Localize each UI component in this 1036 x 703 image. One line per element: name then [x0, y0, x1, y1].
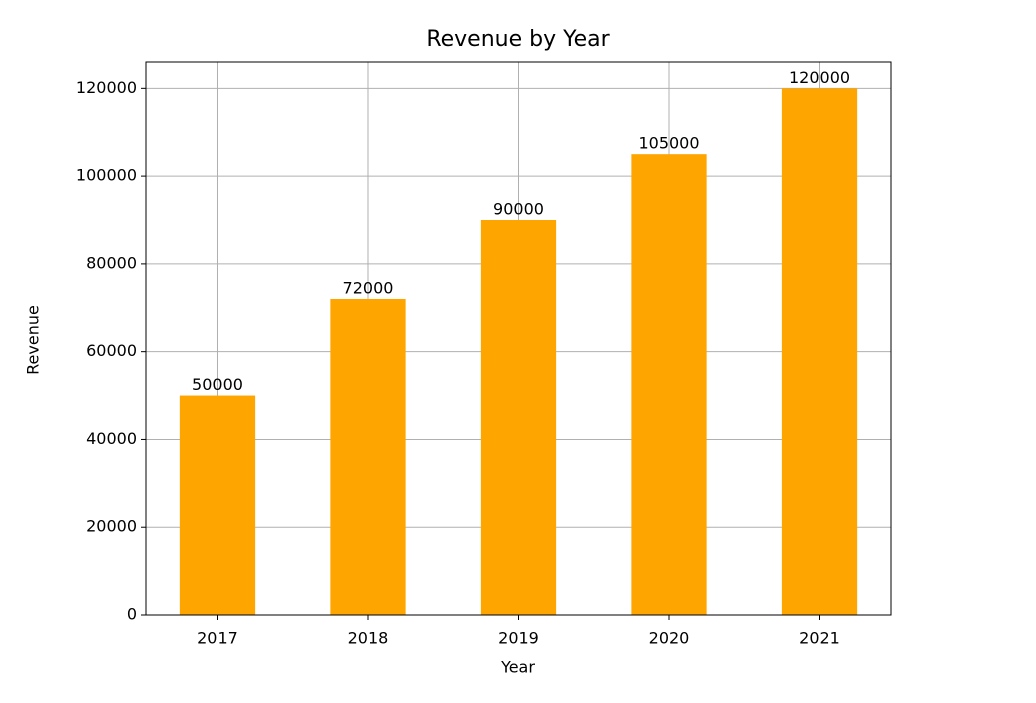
bar: [781, 88, 858, 616]
y-tick-label: 40000: [86, 429, 137, 448]
y-tick-label: 20000: [86, 517, 137, 536]
data-label: 105000: [638, 134, 699, 153]
y-tick-label: 60000: [86, 341, 137, 360]
x-tick-label: 2018: [348, 629, 389, 648]
x-tick-label: 2021: [799, 629, 840, 648]
y-tick-label: 100000: [76, 166, 137, 185]
bar: [480, 220, 557, 615]
y-axis-label: Revenue: [24, 305, 43, 375]
y-tick-label: 120000: [76, 78, 137, 97]
data-label: 120000: [789, 68, 850, 87]
bar: [179, 395, 256, 615]
x-axis-label: Year: [500, 658, 535, 677]
data-label: 50000: [192, 375, 243, 394]
x-tick-label: 2020: [649, 629, 690, 648]
x-tick-label: 2017: [197, 629, 238, 648]
bar: [631, 154, 707, 615]
y-tick-label: 80000: [86, 253, 137, 272]
bar: [330, 299, 406, 615]
data-label: 72000: [343, 279, 394, 298]
data-label: 90000: [493, 200, 544, 219]
y-tick-label: 0: [127, 605, 137, 624]
x-tick-label: 2019: [498, 629, 539, 648]
chart-title: Revenue by Year: [426, 27, 610, 52]
plot-frame: [145, 61, 892, 616]
